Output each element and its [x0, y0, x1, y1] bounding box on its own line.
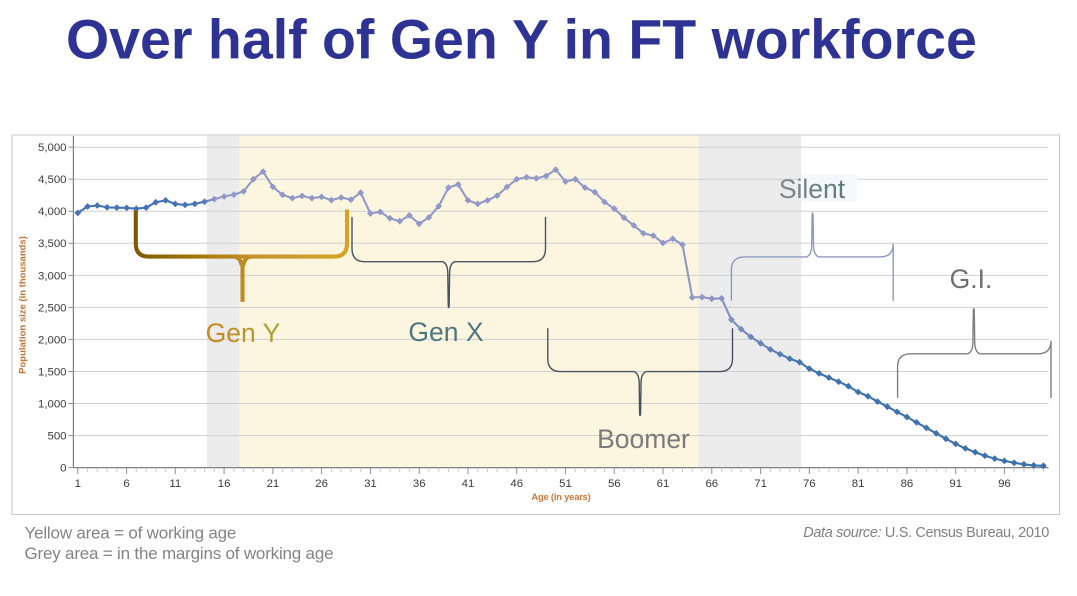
svg-text:21: 21: [267, 478, 280, 490]
svg-text:2,000: 2,000: [38, 334, 67, 346]
svg-text:Over half of Gen Y in FT workf: Over half of Gen Y in FT workforce: [66, 9, 977, 71]
svg-text:56: 56: [608, 478, 621, 490]
svg-text:2,500: 2,500: [38, 302, 67, 314]
svg-text:Gen X: Gen X: [408, 317, 483, 347]
svg-text:16: 16: [218, 478, 231, 490]
svg-text:Age (in years): Age (in years): [531, 491, 590, 502]
svg-text:31: 31: [364, 478, 377, 490]
svg-text:Grey area = in the margins of: Grey area = in the margins of working ag…: [25, 544, 334, 563]
svg-text:46: 46: [510, 478, 523, 490]
svg-text:86: 86: [901, 478, 914, 490]
svg-text:6: 6: [123, 478, 129, 490]
svg-text:81: 81: [852, 478, 865, 490]
svg-text:G.I.: G.I.: [950, 264, 993, 294]
svg-text:76: 76: [803, 478, 816, 490]
svg-text:61: 61: [657, 478, 670, 490]
svg-text:1,500: 1,500: [38, 366, 67, 378]
svg-text:1: 1: [75, 478, 81, 490]
svg-text:3,500: 3,500: [38, 238, 67, 250]
svg-text:Data source: U.S. Census Burea: Data source: U.S. Census Bureau, 2010: [803, 525, 1049, 541]
svg-text:Silent: Silent: [779, 174, 846, 204]
svg-text:51: 51: [559, 478, 572, 490]
svg-text:11: 11: [169, 478, 181, 490]
svg-text:41: 41: [462, 478, 475, 490]
svg-text:0: 0: [60, 463, 66, 475]
svg-text:5,000: 5,000: [38, 142, 67, 154]
svg-text:36: 36: [413, 478, 426, 490]
svg-text:91: 91: [949, 478, 962, 490]
svg-text:66: 66: [705, 478, 718, 490]
svg-text:Population size (in thousands): Population size (in thousands): [18, 236, 29, 374]
svg-text:3,000: 3,000: [38, 270, 67, 282]
svg-text:4,000: 4,000: [38, 206, 67, 218]
svg-text:4,500: 4,500: [38, 174, 67, 186]
svg-text:500: 500: [47, 431, 66, 443]
svg-text:71: 71: [754, 478, 767, 490]
svg-text:Gen Y: Gen Y: [206, 318, 281, 348]
svg-text:Yellow area = of working age: Yellow area = of working age: [25, 524, 237, 543]
svg-text:Boomer: Boomer: [597, 424, 690, 454]
svg-text:1,000: 1,000: [38, 398, 67, 410]
svg-text:26: 26: [315, 478, 328, 490]
svg-text:96: 96: [998, 478, 1011, 490]
